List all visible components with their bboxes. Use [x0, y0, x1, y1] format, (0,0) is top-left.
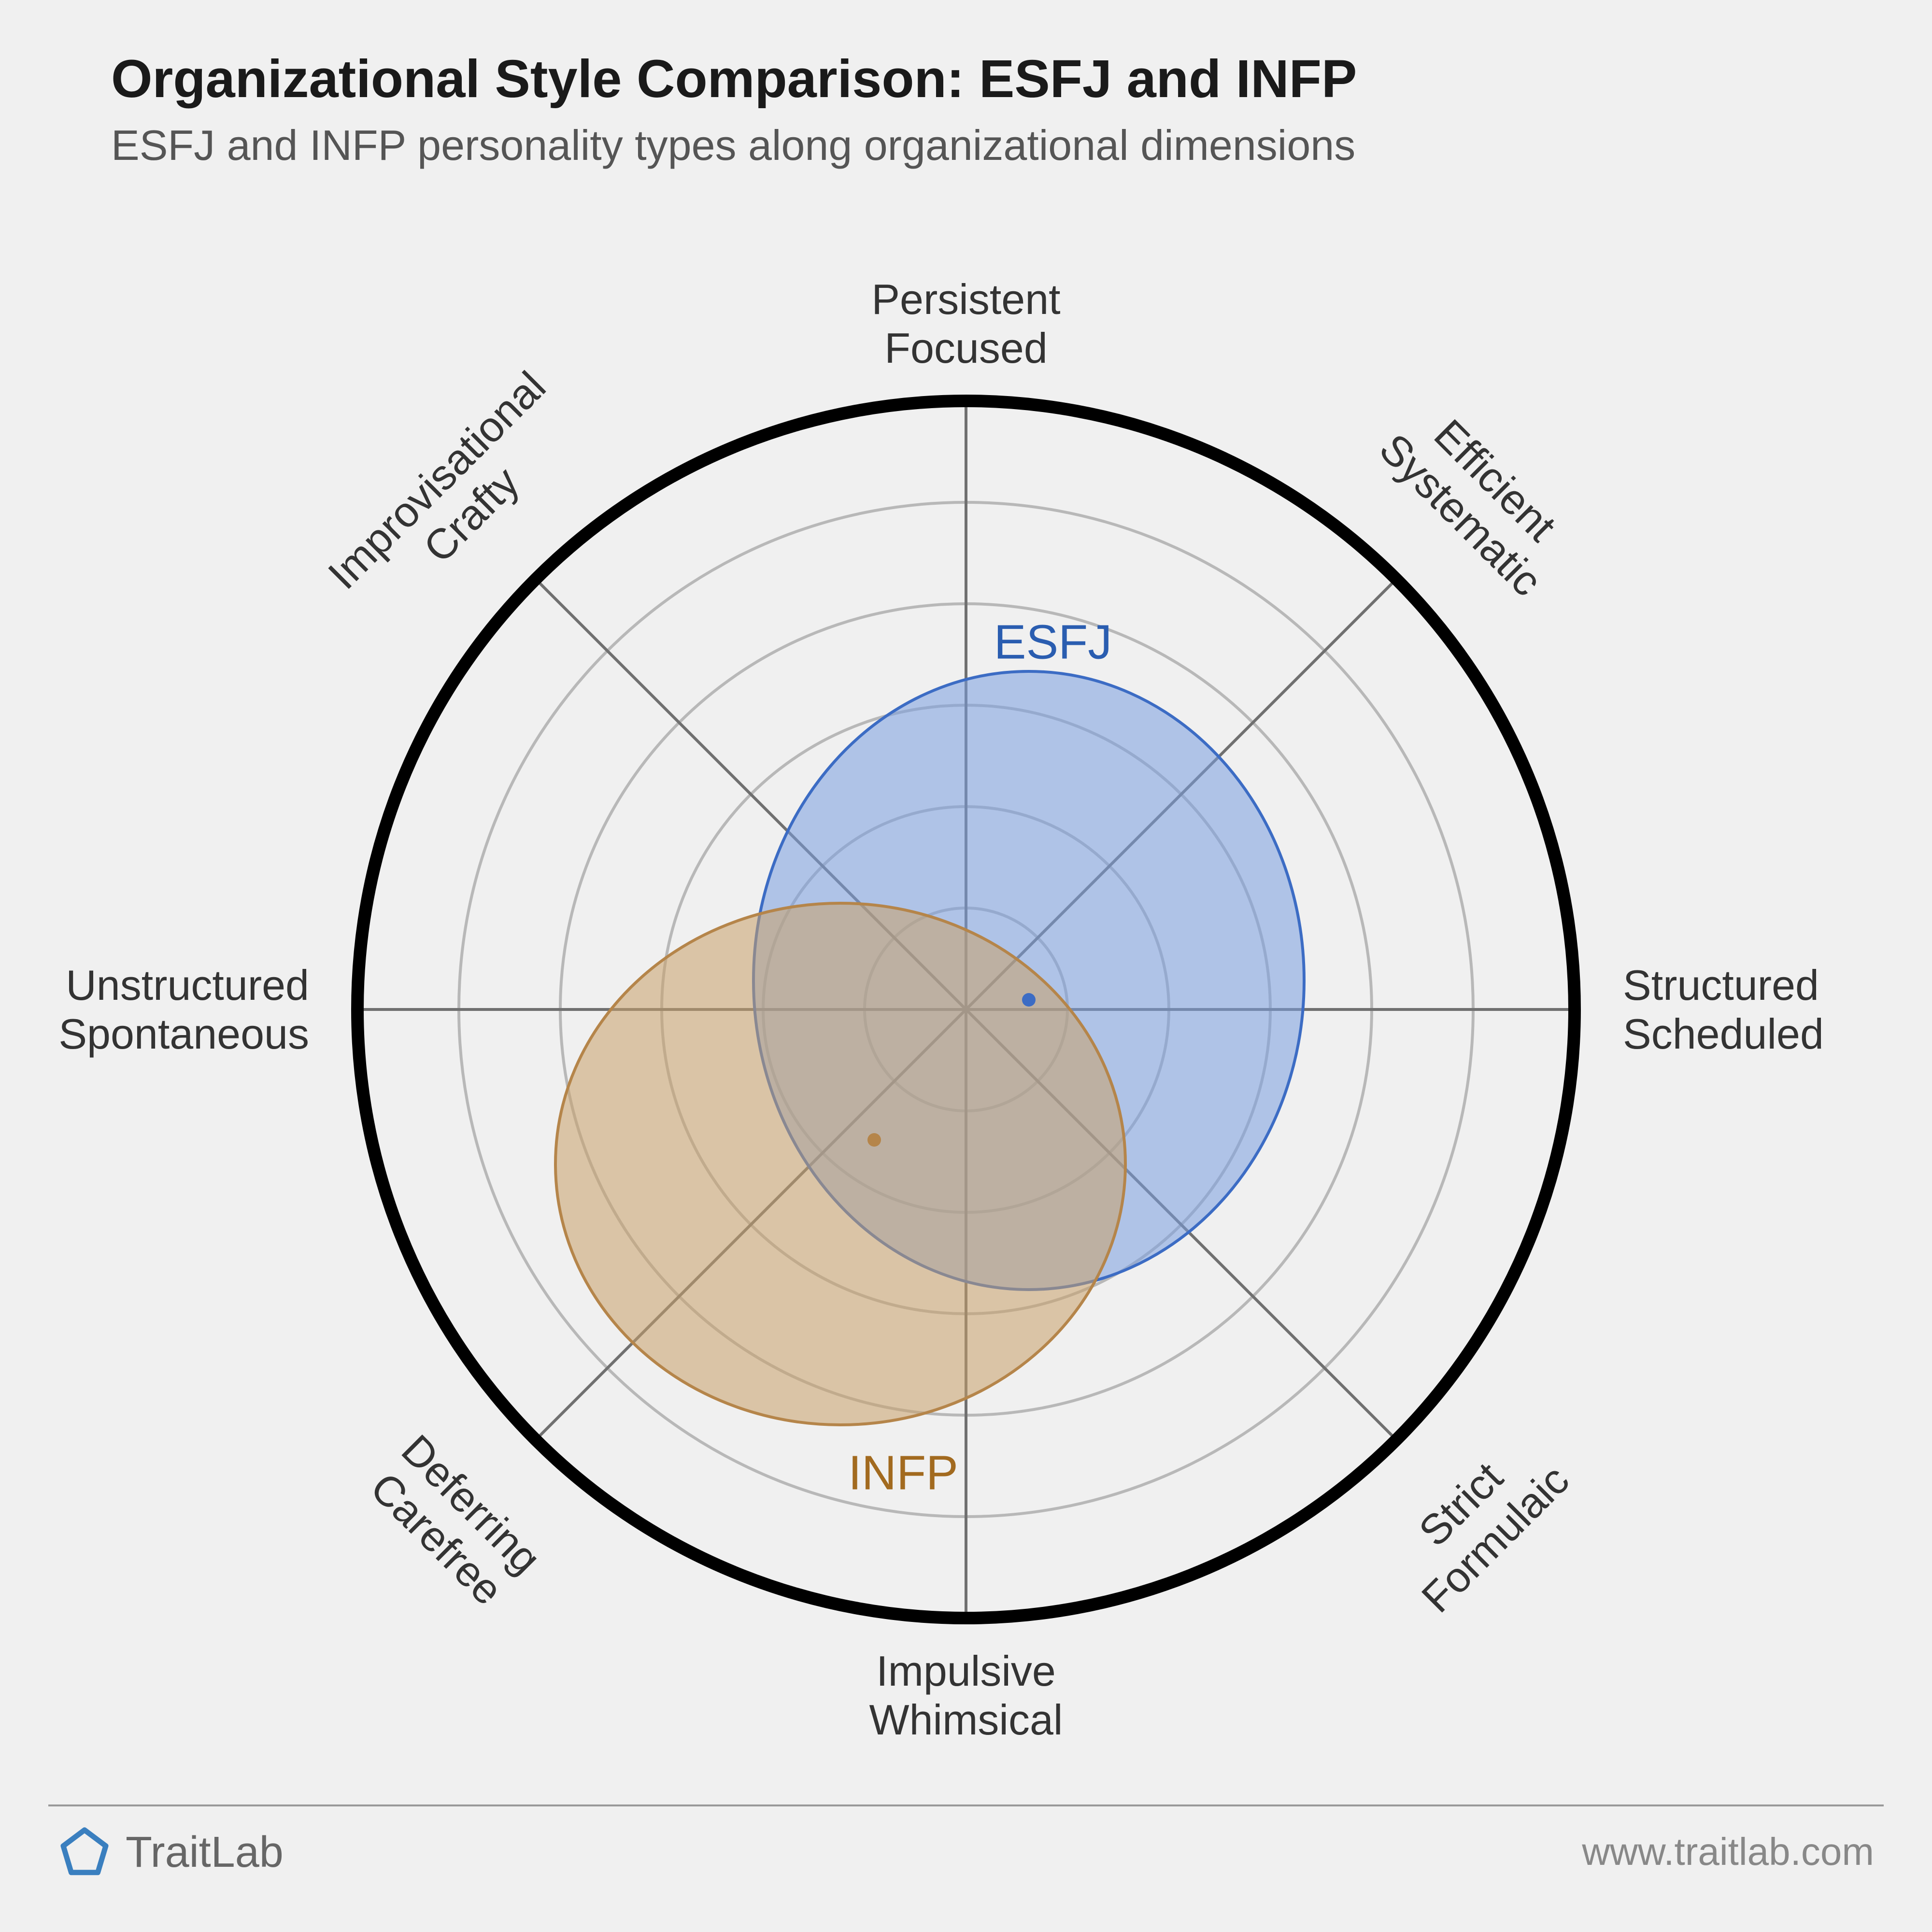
axis-label: Impulsive Whimsical: [869, 1647, 1063, 1744]
axis-label: Structured Scheduled: [1623, 961, 1824, 1058]
series-ellipse-infp: [555, 903, 1125, 1425]
footer-url: www.traitlab.com: [1582, 1830, 1874, 1874]
brand-logo-icon: [58, 1826, 111, 1879]
series-label-infp: INFP: [848, 1446, 958, 1501]
footer-brand-text: TraitLab: [126, 1828, 284, 1877]
axis-label: Persistent Focused: [871, 275, 1060, 372]
series-label-esfj: ESFJ: [994, 615, 1112, 670]
chart-subtitle: ESFJ and INFP personality types along or…: [111, 121, 1355, 170]
axis-label: Unstructured Spontaneous: [58, 961, 309, 1058]
series-center-dot-infp: [867, 1133, 881, 1147]
chart-title: Organizational Style Comparison: ESFJ an…: [111, 48, 1357, 110]
polar-chart: Persistent FocusedEfficient SystematicSt…: [0, 208, 1932, 1802]
series-center-dot-esfj: [1022, 993, 1036, 1007]
page-root: Organizational Style Comparison: ESFJ an…: [0, 0, 1932, 1932]
footer-brand-block: TraitLab: [58, 1826, 284, 1879]
footer-divider: [48, 1804, 1884, 1806]
